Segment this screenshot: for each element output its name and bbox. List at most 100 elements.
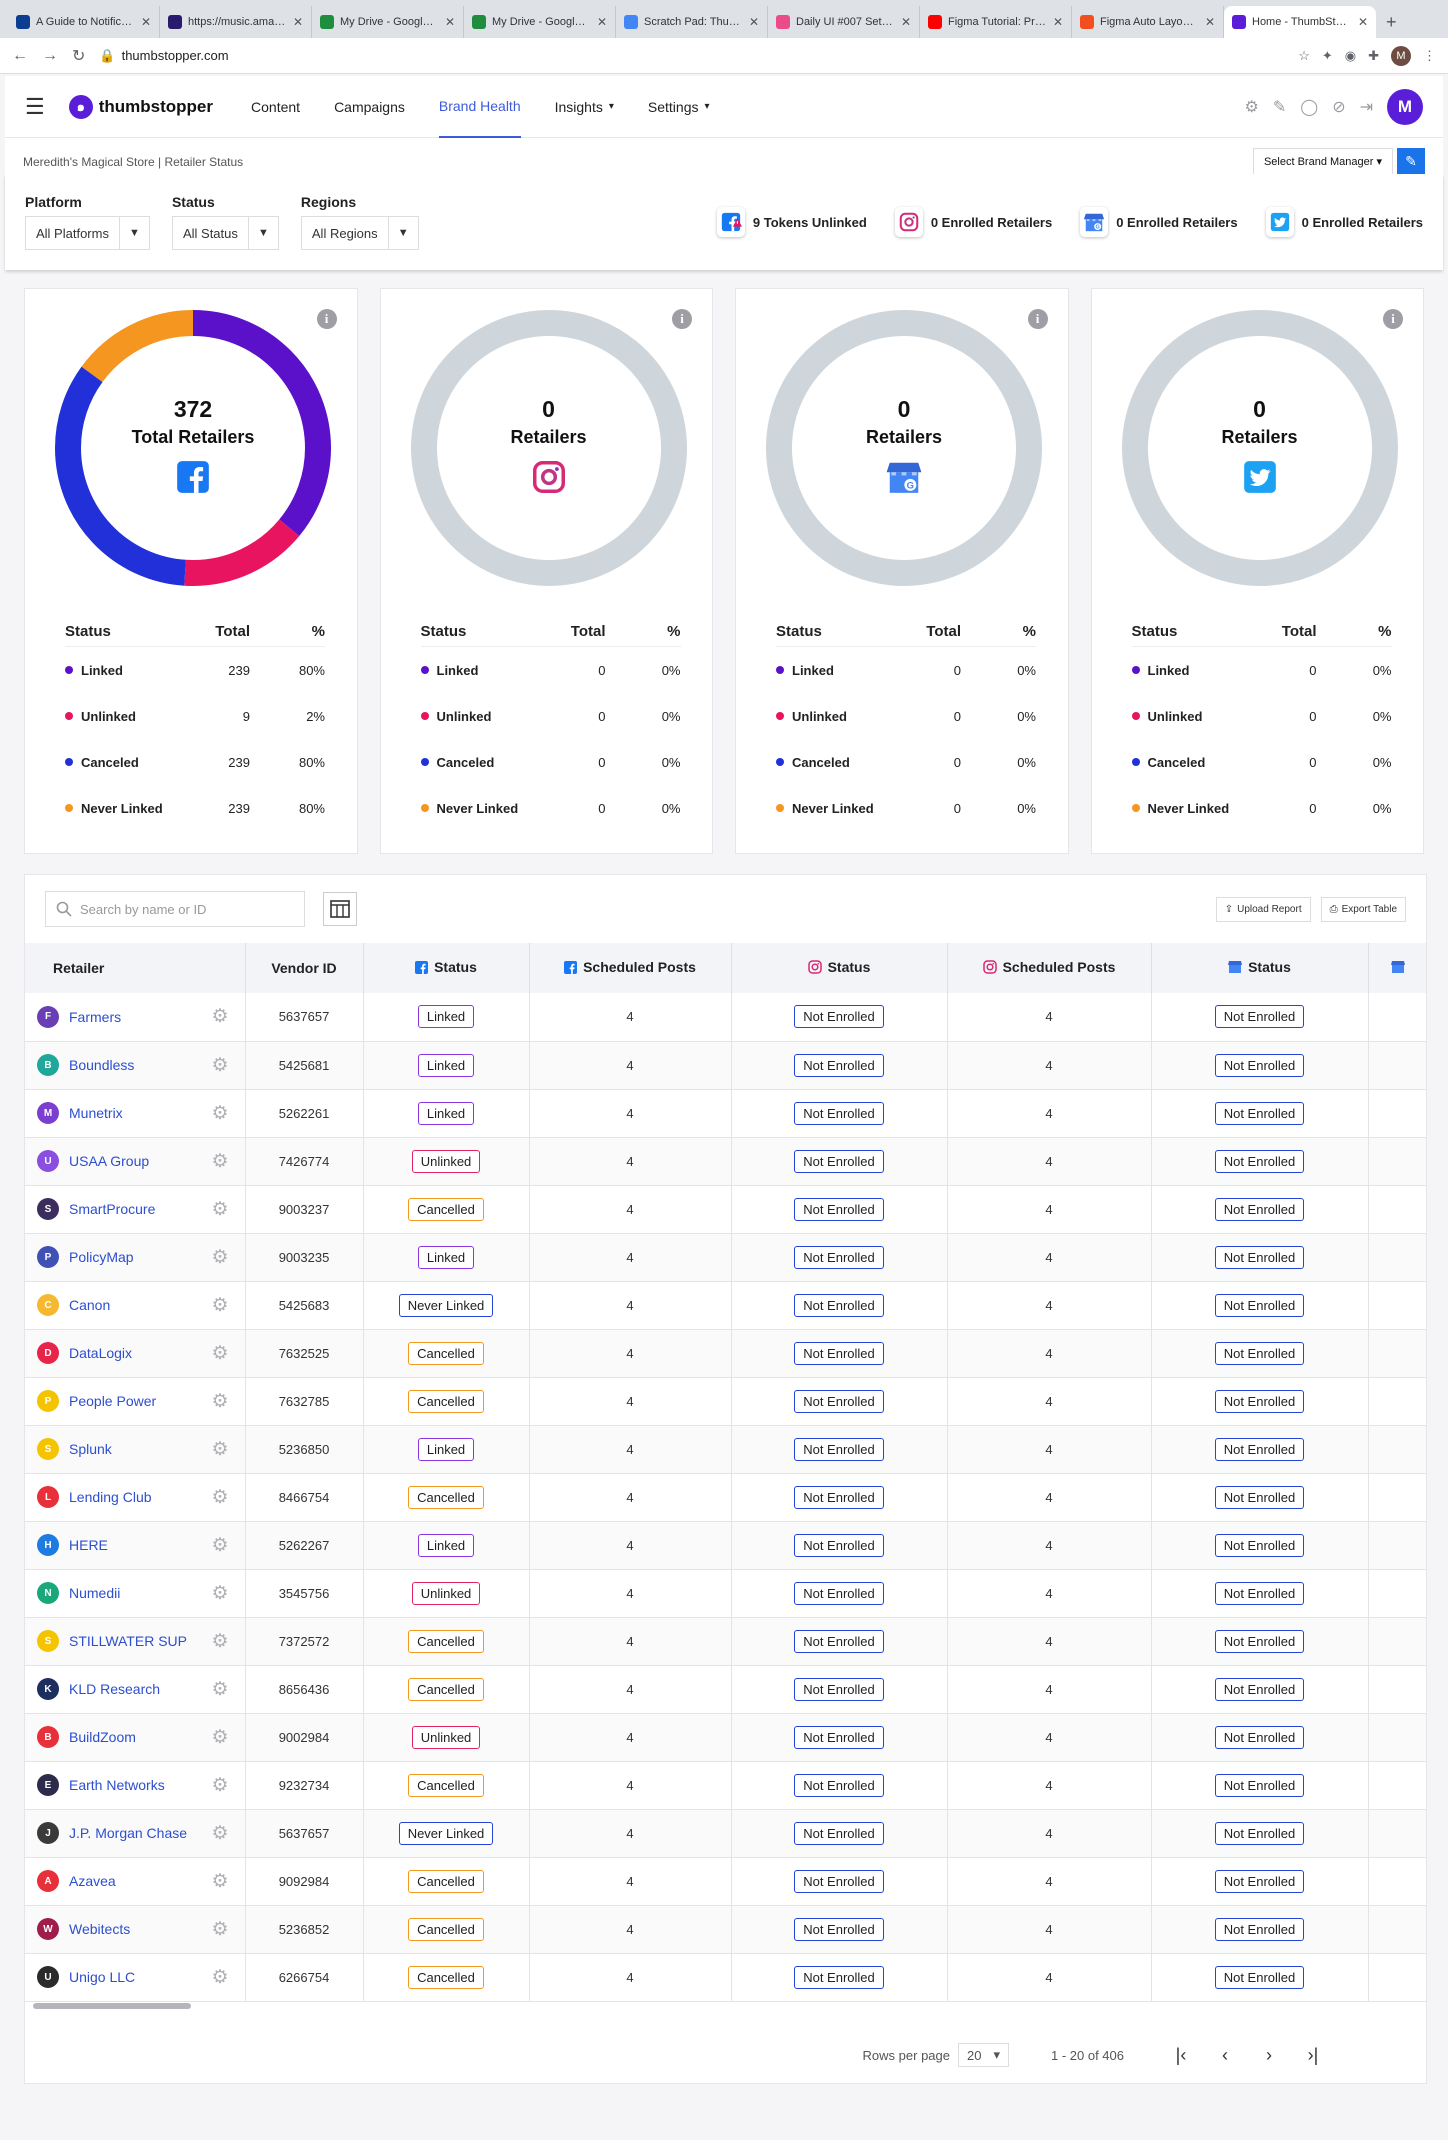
status-badge[interactable]: Linked (417, 1101, 475, 1125)
retailer-name-link[interactable]: Unigo LLC (69, 1969, 136, 1985)
retailer-name-link[interactable]: Earth Networks (69, 1777, 165, 1793)
close-tab-icon[interactable]: ✕ (292, 15, 303, 29)
status-badge[interactable]: Not Enrolled (794, 1773, 884, 1797)
retailer-name-link[interactable]: Boundless (69, 1057, 135, 1073)
prev-page-icon[interactable]: ‹ (1222, 2044, 1228, 2065)
forward-icon[interactable]: → (42, 46, 58, 64)
back-icon[interactable]: ← (12, 46, 28, 64)
retailer-name-link[interactable]: Canon (69, 1297, 111, 1313)
gear-icon[interactable]: ⚙ (211, 1198, 229, 1220)
retailer-name-link[interactable]: Webitects (69, 1921, 131, 1937)
nav-item-settings[interactable]: Settings ▾ (648, 76, 710, 138)
status-badge[interactable]: Not Enrolled (794, 1917, 884, 1941)
platform-select[interactable]: All Platforms ▼ (25, 216, 150, 250)
retailer-name-link[interactable]: DataLogix (69, 1345, 133, 1361)
search-input[interactable]: Search by name or ID (45, 891, 305, 927)
table-row[interactable]: A Azavea ⚙ 9092984 Cancelled 4 Not Enrolled 4 No… (25, 1857, 1426, 1905)
status-badge[interactable]: Not Enrolled (1214, 1869, 1305, 1893)
last-page-icon[interactable]: ›| (1307, 2044, 1319, 2065)
status-badge[interactable]: Not Enrolled (794, 1533, 884, 1557)
status-badge[interactable]: Not Enrolled (1214, 1437, 1305, 1461)
close-tab-icon[interactable]: ✕ (1204, 15, 1215, 29)
browser-profile-avatar[interactable]: M (1391, 45, 1411, 66)
table-row[interactable]: U Unigo LLC ⚙ 6266754 Cancelled 4 Not Enrolled… (25, 1953, 1426, 2001)
retailer-name-link[interactable]: Numedii (69, 1585, 121, 1601)
gear-icon[interactable]: ⚙ (211, 1630, 229, 1652)
caret-down-icon[interactable]: ▼ (387, 216, 418, 250)
table-row[interactable]: P PolicyMap ⚙ 9003235 Linked 4 Not Enrolled 4 No… (25, 1233, 1426, 1281)
column-header-instagram-status[interactable]: Status (731, 943, 948, 993)
retailer-name-link[interactable]: SmartProcure (69, 1201, 156, 1217)
column-header-gmb-status[interactable]: Status (1151, 943, 1369, 993)
status-badge[interactable]: Not Enrolled (794, 1293, 884, 1317)
hamburger-menu-icon[interactable]: ☰ (25, 93, 45, 119)
column-header-instagram-scheduled-posts[interactable]: Scheduled Posts (947, 943, 1152, 993)
retailer-name-link[interactable]: Lending Club (69, 1489, 152, 1505)
status-badge[interactable]: Not Enrolled (794, 1485, 884, 1509)
pencil-icon[interactable]: ✎ (1272, 98, 1287, 116)
status-badge[interactable]: Not Enrolled (794, 1245, 884, 1269)
gear-icon[interactable]: ⚙ (211, 1774, 229, 1796)
chat-bubble-icon[interactable]: ◯ (1300, 98, 1319, 116)
upload-report-button[interactable]: ⇪ Upload Report (1215, 896, 1311, 922)
caret-down-icon[interactable]: ▼ (247, 216, 278, 250)
status-badge[interactable]: Not Enrolled (1214, 1149, 1305, 1173)
export-table-button[interactable]: ⎙ Export Table (1320, 896, 1406, 922)
gear-icon[interactable]: ⚙ (211, 1102, 229, 1124)
info-icon[interactable]: i (672, 309, 692, 329)
column-header-facebook-scheduled-posts[interactable]: Scheduled Posts (529, 943, 732, 993)
status-badge[interactable]: Cancelled (408, 1869, 484, 1893)
table-row[interactable]: S SmartProcure ⚙ 9003237 Cancelled 4 Not Enrol… (25, 1185, 1426, 1233)
user-avatar[interactable]: M (1387, 88, 1423, 125)
address-bar[interactable]: 🔒 thumbstopper.com (99, 48, 1284, 64)
table-row[interactable]: S Splunk ⚙ 5236850 Linked 4 Not Enrolled 4 Not E… (25, 1425, 1426, 1473)
browser-tab[interactable]: My Drive - Google Dr ✕ (312, 6, 464, 38)
edit-button[interactable]: ✎ (1397, 147, 1425, 176)
gear-icon[interactable]: ⚙ (211, 1054, 229, 1076)
browser-tab[interactable]: A Guide to Notificatio ✕ (8, 6, 160, 38)
status-badge[interactable]: Not Enrolled (794, 1629, 884, 1653)
table-row[interactable]: B Boundless ⚙ 5425681 Linked 4 Not Enrolled 4 No… (25, 1041, 1426, 1089)
puzzle-icon[interactable]: ✚ (1368, 47, 1379, 63)
first-page-icon[interactable]: |‹ (1175, 2044, 1187, 2065)
retailer-name-link[interactable]: PolicyMap (69, 1249, 134, 1265)
status-badge[interactable]: Not Enrolled (1214, 1197, 1305, 1221)
table-row[interactable]: E Earth Networks ⚙ 9232734 Cancelled 4 Not Enr… (25, 1761, 1426, 1809)
address-text[interactable]: thumbstopper.com (121, 48, 229, 63)
gear-icon[interactable]: ⚙ (211, 1582, 229, 1604)
logo[interactable]: ๑ thumbstopper (68, 94, 213, 119)
status-badge[interactable]: Linked (417, 1053, 475, 1077)
status-badge[interactable]: Not Enrolled (1214, 1101, 1305, 1125)
retailer-name-link[interactable]: Azavea (69, 1873, 116, 1889)
close-tab-icon[interactable]: ✕ (900, 15, 911, 29)
retailer-name-link[interactable]: BuildZoom (69, 1729, 136, 1745)
status-badge[interactable]: Linked (417, 1437, 475, 1461)
status-badge[interactable]: Not Enrolled (794, 1725, 884, 1749)
gear-icon[interactable]: ⚙ (211, 1390, 229, 1412)
extension-icon[interactable]: ✦ (1321, 47, 1333, 63)
retailer-name-link[interactable]: Munetrix (69, 1105, 123, 1121)
table-row[interactable]: S STILLWATER SUP ⚙ 7372572 Cancelled 4 Not Enr… (25, 1617, 1426, 1665)
status-badge[interactable]: Not Enrolled (1214, 1293, 1305, 1317)
status-badge[interactable]: Cancelled (408, 1197, 484, 1221)
column-header-vendor-id[interactable]: Vendor ID (245, 943, 364, 993)
nav-item-insights[interactable]: Insights ▾ (555, 76, 614, 138)
info-icon[interactable]: i (1027, 309, 1048, 329)
status-badge[interactable]: Cancelled (408, 1629, 484, 1653)
close-tab-icon[interactable]: ✕ (140, 15, 151, 29)
status-badge[interactable]: Not Enrolled (794, 1437, 884, 1461)
column-header-facebook-status[interactable]: Status (363, 943, 530, 993)
extension-icon[interactable]: ◉ (1344, 47, 1357, 63)
status-badge[interactable]: Unlinked (411, 1149, 481, 1173)
status-badge[interactable]: Not Enrolled (1214, 1053, 1305, 1077)
donut-segment-unlinked[interactable] (55, 310, 331, 586)
nav-item-brand-health[interactable]: Brand Health (438, 76, 521, 138)
browser-tab[interactable]: https://music.amazon ✕ (160, 6, 312, 38)
status-badge[interactable]: Cancelled (408, 1341, 484, 1365)
table-row[interactable]: C Canon ⚙ 5425683 Never Linked 4 Not Enrolled 4… (25, 1281, 1426, 1329)
status-badge[interactable]: Not Enrolled (1214, 1341, 1305, 1365)
status-badge[interactable]: Never Linked (398, 1821, 494, 1845)
table-row[interactable]: D DataLogix ⚙ 7632525 Cancelled 4 Not Enrolled… (25, 1329, 1426, 1377)
retailer-name-link[interactable]: USAA Group (69, 1153, 150, 1169)
table-row[interactable]: W Webitects ⚙ 5236852 Cancelled 4 Not Enrolled… (25, 1905, 1426, 1953)
